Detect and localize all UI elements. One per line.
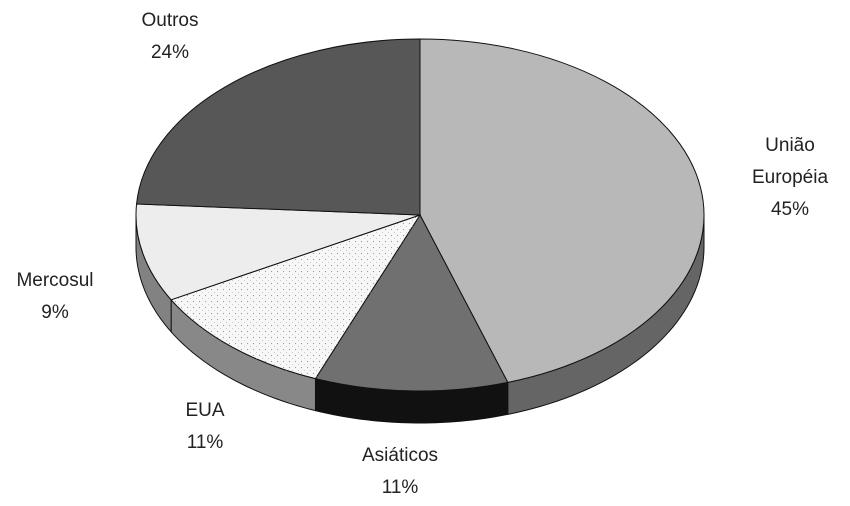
value-label: 11% bbox=[381, 477, 419, 498]
slice-label: EUA 11% bbox=[145, 395, 265, 459]
slice-label: Outros 24% bbox=[110, 5, 230, 69]
slice-texture bbox=[171, 215, 420, 379]
value-label: 24% bbox=[150, 42, 190, 63]
slice bbox=[135, 203, 421, 301]
category-label: União Européia bbox=[751, 135, 829, 188]
category-label: Mercosul bbox=[16, 270, 94, 291]
category-label: Outros bbox=[141, 10, 199, 31]
slice bbox=[314, 214, 509, 392]
category-label: EUA bbox=[185, 400, 225, 421]
slice-label: União Européia 45% bbox=[745, 130, 835, 226]
slice bbox=[419, 38, 705, 383]
value-label: 11% bbox=[186, 432, 224, 453]
slice-label: Asiáticos 11% bbox=[340, 440, 460, 504]
value-label: 45% bbox=[770, 199, 810, 220]
slice bbox=[136, 38, 421, 216]
slice-label: Mercosul 9% bbox=[0, 265, 115, 329]
value-label: 9% bbox=[41, 302, 69, 323]
category-label: Asiáticos bbox=[361, 445, 439, 466]
